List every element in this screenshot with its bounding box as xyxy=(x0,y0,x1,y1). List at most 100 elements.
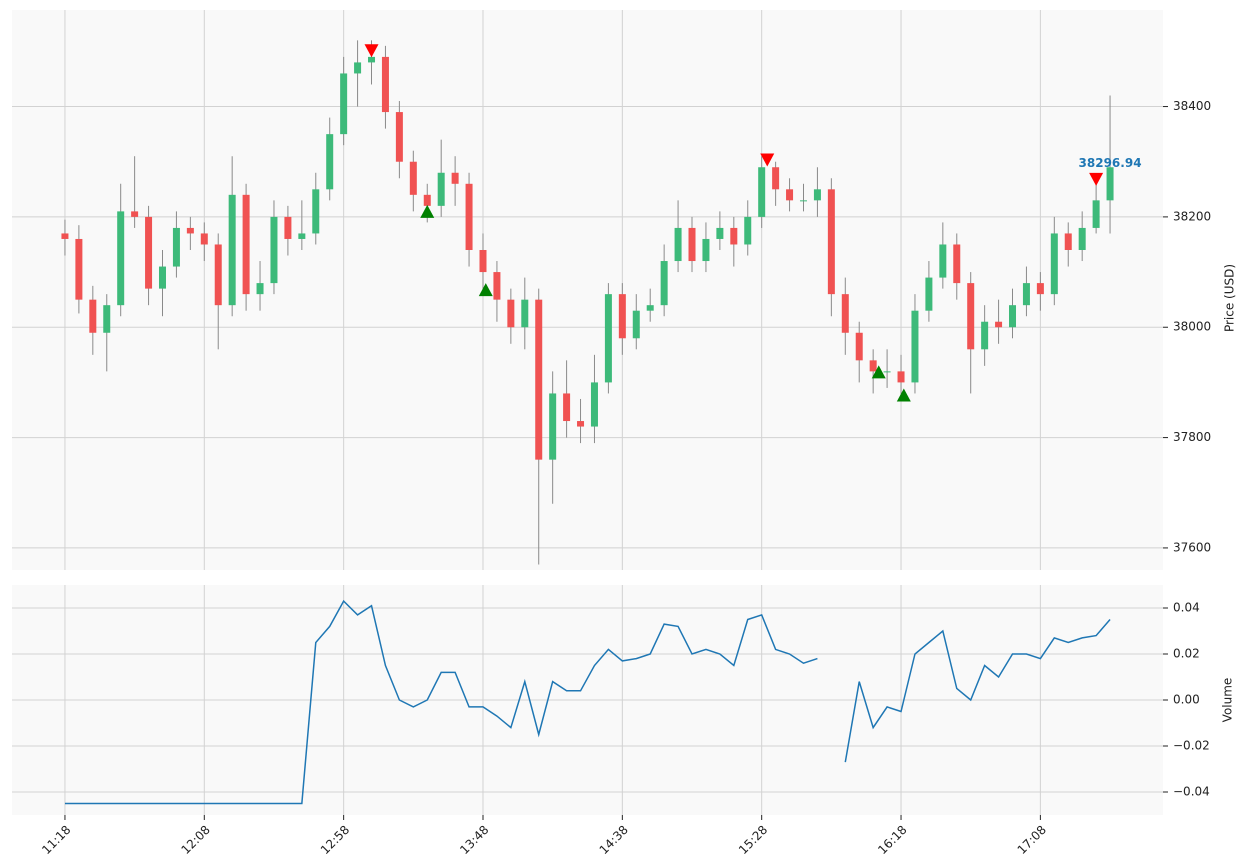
sell-marker xyxy=(760,153,775,167)
candle-body xyxy=(423,194,431,206)
y-axis-title: Volume xyxy=(1221,678,1235,723)
y-tick-label: 0.02 xyxy=(1173,647,1200,661)
candle-body xyxy=(702,238,710,262)
y-tick-label: 38000 xyxy=(1173,320,1211,334)
candle-body xyxy=(995,321,1003,328)
candle-body xyxy=(326,134,334,190)
candle-body xyxy=(270,216,278,284)
candle-body xyxy=(61,233,69,239)
sell-marker xyxy=(364,44,379,58)
candle-body xyxy=(688,227,696,262)
x-tick-label: 15:28 xyxy=(736,823,770,857)
buy-marker xyxy=(871,365,886,379)
candle-body xyxy=(1092,200,1100,228)
candle-body xyxy=(1022,283,1030,306)
candle-body xyxy=(103,305,111,333)
candle-body xyxy=(716,227,724,239)
candle-body xyxy=(953,244,961,284)
candle-body xyxy=(786,189,794,201)
x-tick-label: 13:48 xyxy=(457,823,491,857)
candle-body xyxy=(744,216,752,245)
candle-body xyxy=(172,227,180,267)
candle-body xyxy=(1050,233,1058,295)
x-tick-label: 12:58 xyxy=(318,823,352,857)
candle-body xyxy=(256,283,264,295)
candle-body xyxy=(549,393,557,460)
candle-body xyxy=(214,244,222,306)
candle-body xyxy=(145,216,153,289)
candle-body xyxy=(813,189,821,201)
candle-body xyxy=(368,56,376,63)
candle-body xyxy=(493,272,501,300)
candle-body xyxy=(646,305,654,311)
candle-body xyxy=(618,294,626,339)
candle-body xyxy=(925,277,933,311)
price-annotation: 38296.94 xyxy=(1079,156,1142,170)
buy-marker xyxy=(896,388,911,402)
candle-body xyxy=(200,233,208,245)
candle-body xyxy=(228,194,236,306)
candle-body xyxy=(284,216,292,239)
candle-body xyxy=(535,299,543,460)
sell-marker xyxy=(1089,172,1104,186)
candle-body xyxy=(772,167,780,190)
candle-body xyxy=(298,233,306,239)
candle-body xyxy=(590,382,598,427)
candle-body xyxy=(799,200,807,202)
candle-body xyxy=(563,393,571,422)
y-axis-title: Price (USD) xyxy=(1223,264,1237,332)
candle-body xyxy=(855,332,863,361)
candle-body xyxy=(967,283,975,350)
x-tick-label: 16:18 xyxy=(875,823,909,857)
candle-body xyxy=(479,250,487,273)
candle-body xyxy=(312,189,320,234)
candle-body xyxy=(465,183,473,250)
x-tick-label: 11:18 xyxy=(39,823,73,857)
candle-body xyxy=(437,172,445,206)
y-tick-label: 0.04 xyxy=(1173,601,1200,615)
candle-body xyxy=(381,56,389,113)
y-tick-label: 37600 xyxy=(1173,540,1211,554)
candle-body xyxy=(1106,167,1114,201)
candle-body xyxy=(117,211,125,306)
candle-body xyxy=(158,266,166,289)
candle-body xyxy=(242,194,250,295)
x-tick-label: 14:38 xyxy=(597,823,631,857)
buy-marker xyxy=(420,204,435,218)
candle-body xyxy=(911,310,919,383)
candle-body xyxy=(1036,283,1044,295)
x-tick-label: 17:08 xyxy=(1015,823,1049,857)
candle-body xyxy=(340,73,348,135)
candle-body xyxy=(632,310,640,339)
candle-body xyxy=(841,294,849,333)
candle-body xyxy=(1078,227,1086,250)
candle-body xyxy=(521,299,529,328)
y-tick-label: 0.00 xyxy=(1173,693,1200,707)
candle-body xyxy=(660,261,668,306)
y-tick-label: 38400 xyxy=(1173,99,1211,113)
candle-body xyxy=(939,244,947,278)
candle-body xyxy=(186,227,194,234)
candle-body xyxy=(89,299,97,333)
y-tick-label: 37800 xyxy=(1173,430,1211,444)
candle-body xyxy=(827,189,835,295)
buy-marker xyxy=(478,283,493,297)
candle-body xyxy=(507,299,515,328)
candle-body xyxy=(758,167,766,217)
x-tick-label: 12:08 xyxy=(179,823,213,857)
candle-body xyxy=(981,321,989,350)
candle-body xyxy=(674,227,682,262)
candle-body xyxy=(869,360,877,372)
candle-body xyxy=(730,227,738,245)
candle-body xyxy=(131,211,139,217)
candle-body xyxy=(409,161,417,195)
candle-body xyxy=(75,238,83,300)
candle-body xyxy=(1009,305,1017,328)
candle-body xyxy=(1064,233,1072,250)
candle-body xyxy=(883,371,891,373)
candle-body xyxy=(897,371,905,383)
y-tick-label: 38200 xyxy=(1173,209,1211,223)
candle-body xyxy=(451,172,459,184)
y-tick-label: −0.04 xyxy=(1173,785,1210,799)
